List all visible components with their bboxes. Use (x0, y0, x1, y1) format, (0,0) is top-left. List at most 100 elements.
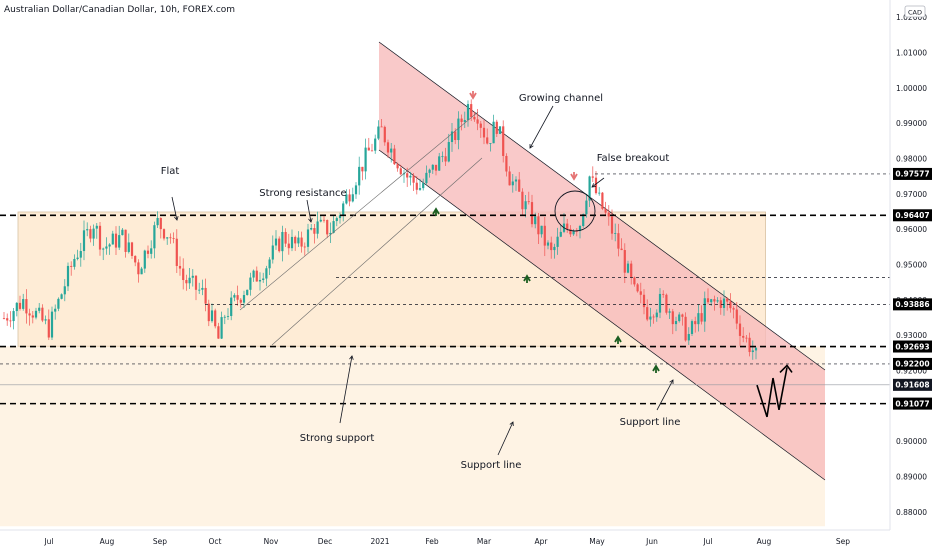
candle-body (214, 310, 217, 327)
candle-body (470, 104, 473, 118)
candle-body (95, 225, 98, 229)
candle-body (527, 201, 530, 203)
candle-body (182, 268, 185, 281)
candle-body (342, 203, 345, 216)
candle-body (300, 237, 303, 247)
candle-body (534, 216, 537, 225)
candle-body (716, 300, 719, 302)
ascending-channel-upper (239, 111, 479, 311)
candle-body (102, 248, 105, 250)
candle-body (246, 289, 249, 296)
growing-channel-pointer-head (529, 143, 534, 149)
false-breakout-circle (554, 190, 596, 232)
candle-body (649, 316, 652, 320)
candle-body (428, 169, 431, 173)
candle-body (12, 311, 15, 322)
candle-body (386, 142, 390, 153)
candle-body (249, 277, 252, 290)
candle-body (290, 236, 294, 249)
candle-body (678, 314, 681, 322)
candle-body (406, 173, 409, 178)
candle-body (153, 225, 156, 249)
candle-body (284, 231, 287, 244)
candle-body (338, 215, 342, 219)
candle-body (130, 242, 134, 256)
candle-body (236, 295, 239, 300)
candle-body (463, 120, 466, 122)
time-axis-tick: Aug (757, 537, 772, 546)
candle-body (662, 293, 665, 295)
forecast-path (756, 367, 788, 418)
price-label-badge-text: 0.96407 (895, 211, 929, 220)
candle-body (623, 250, 626, 273)
candle-body (457, 118, 460, 141)
candle-body (108, 244, 111, 247)
candle-body (63, 286, 66, 295)
candle-body (230, 297, 233, 317)
candle-body (25, 299, 28, 314)
candle-body (514, 179, 518, 182)
candle-body (306, 229, 310, 247)
candle-body (556, 236, 559, 247)
candle-body (146, 250, 150, 254)
candle-body (310, 228, 313, 230)
price-axis-tick: 1.02000 (896, 13, 927, 22)
candle-body (569, 228, 572, 235)
candle-body (281, 231, 284, 252)
candle-body (492, 121, 495, 144)
candle-body (166, 237, 169, 239)
chart-annotations: Flat Strong resistance Growing channel Fals… (161, 91, 793, 471)
candle-body (617, 233, 620, 249)
candle-body (86, 229, 89, 231)
candle-body (438, 156, 441, 171)
candle-body (358, 166, 361, 186)
candle-body (674, 321, 678, 325)
candle-body (719, 300, 722, 308)
price-axis-tick: 0.90000 (896, 437, 927, 446)
strong-support-pointer-head (349, 355, 354, 360)
time-axis-tick: 2021 (370, 537, 389, 546)
candle-body (684, 316, 687, 341)
candle-body (738, 323, 742, 336)
candle-body (361, 166, 364, 172)
candle-body (220, 317, 223, 339)
candle-body (28, 313, 31, 316)
candle-body (178, 265, 182, 269)
candle-body (690, 321, 694, 334)
candle-body (383, 126, 386, 143)
descending-channel (379, 42, 825, 480)
time-axis[interactable]: Jul Aug Sep Oct Nov Dec 2021 Feb Mar Apr May Jun Jul… (43, 537, 850, 546)
support-line-pointer-1 (497, 421, 514, 456)
candle-body (479, 123, 482, 128)
candle-body (329, 232, 332, 235)
candle-body (591, 176, 594, 178)
price-label-badge (893, 167, 932, 180)
candle-body (697, 313, 700, 325)
candle-body (505, 155, 508, 172)
candle-body (636, 284, 639, 292)
time-axis-tick: Jun (645, 537, 658, 546)
candle-body (47, 319, 50, 338)
candle-body (729, 301, 732, 309)
price-axis[interactable]: 1.02000 1.01000 1.00000 0.99000 0.98000 0.970… (896, 13, 927, 517)
candle-body (118, 235, 121, 248)
price-axis-tick: 0.99000 (896, 119, 927, 128)
price-label-badge-text: 0.92200 (895, 360, 929, 369)
strong-resistance-pointer-head (308, 218, 313, 223)
candle-body (671, 311, 674, 325)
candle-body (255, 270, 258, 282)
candle-body (543, 225, 546, 246)
candle-body (508, 171, 511, 186)
candle-body (345, 194, 348, 204)
candle-body (159, 218, 162, 230)
candle-body (431, 164, 434, 170)
candle-body (604, 208, 607, 213)
candle-body (460, 118, 463, 122)
false-breakout-pointer (591, 177, 605, 188)
price-axis-tick: 0.98000 (896, 155, 927, 164)
price-axis-tick: 0.96000 (896, 225, 927, 234)
candle-body (524, 201, 527, 210)
candle-body (303, 246, 306, 248)
candle-body (15, 302, 18, 312)
